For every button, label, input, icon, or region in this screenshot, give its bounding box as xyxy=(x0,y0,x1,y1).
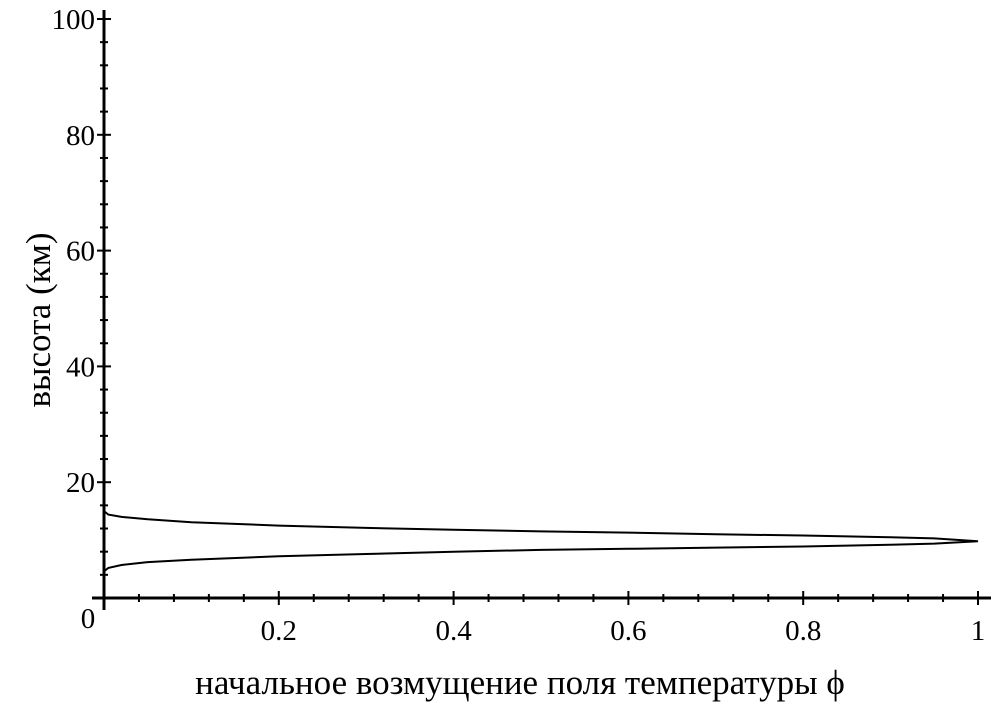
y-tick-label: 20 xyxy=(66,467,95,499)
x-tick-label: 0 xyxy=(81,603,96,635)
y-tick-label: 80 xyxy=(66,120,95,152)
series-line xyxy=(103,510,979,573)
x-tick-label: 0.2 xyxy=(261,615,297,647)
y-tick-label: 40 xyxy=(66,351,95,383)
x-axis-title: начальное возмущение поля температуры ϕ xyxy=(195,663,845,702)
x-tick-label: 0.8 xyxy=(785,615,821,647)
y-axis-title: высота (км) xyxy=(19,232,58,407)
ticks xyxy=(97,18,979,605)
y-tick-label: 100 xyxy=(52,4,96,36)
y-tick-label: 60 xyxy=(66,236,95,268)
x-tick-label: 1 xyxy=(971,615,986,647)
x-tick-label: 0.6 xyxy=(610,615,646,647)
x-tick-label: 0.4 xyxy=(435,615,472,647)
tick-labels: 0 0.2 0.4 0.6 0.8 1 20 40 60 80 100 xyxy=(52,4,986,647)
